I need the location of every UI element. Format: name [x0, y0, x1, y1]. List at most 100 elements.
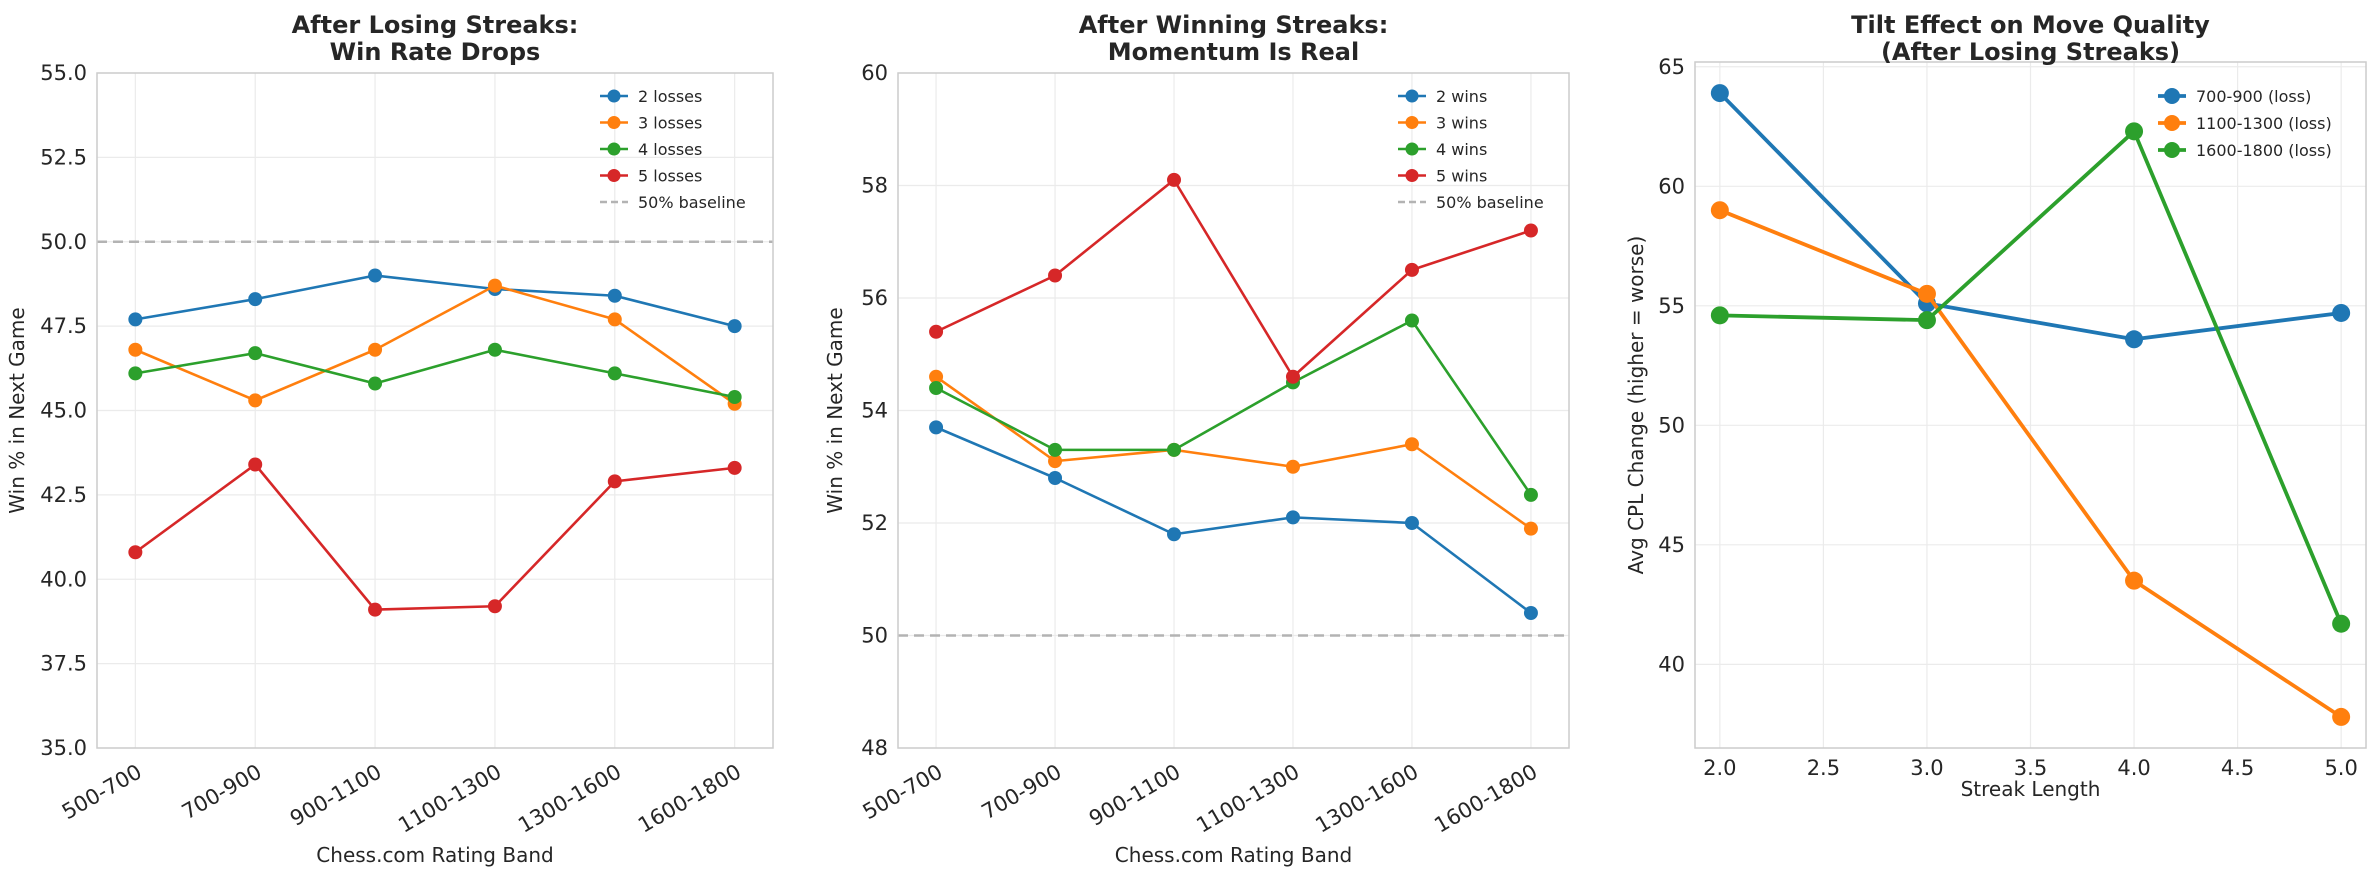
data-point [1917, 311, 1936, 330]
y-tick-label: 58 [861, 174, 888, 198]
legend: 2 losses 3 losses 4 losses 5 losses 50% base… [600, 87, 746, 212]
legend-marker [1405, 89, 1419, 103]
x-tick-label: 1600-1800 [1430, 760, 1541, 838]
data-point [1710, 306, 1729, 325]
legend-marker [2164, 142, 2180, 158]
data-point [1917, 284, 1936, 303]
legend-label: 50% baseline [1436, 193, 1544, 212]
x-tick-label: 700-900 [978, 760, 1066, 825]
y-tick-label: 60 [1658, 174, 1685, 198]
data-point [1285, 459, 1300, 474]
legend-label: 2 losses [638, 87, 702, 106]
legend-marker [1405, 116, 1419, 129]
series-line-3 [1719, 129, 2343, 625]
data-point [487, 278, 502, 293]
chart-title-line: Momentum Is Real [1108, 38, 1359, 66]
plot-frame [1694, 61, 2367, 749]
y-tick-label: 48 [861, 736, 888, 760]
plot-frame [897, 72, 1570, 749]
legend-label: 5 wins [1436, 167, 1487, 186]
y-tick-label: 54 [861, 399, 888, 423]
legend-marker [2164, 115, 2180, 131]
legend-marker [607, 142, 621, 156]
series-line-4 [134, 463, 735, 611]
legend-label: 3 wins [1436, 114, 1487, 133]
x-tick-label: 1100-1300 [394, 760, 505, 838]
y-axis-label: Win % in Next Game [5, 307, 29, 513]
y-tick-label: 42.5 [40, 483, 87, 507]
data-point [727, 319, 742, 334]
legend: 700-900 (loss) 1100-1300 (loss) 1600-1800 … [2158, 87, 2332, 160]
series-line-2 [935, 375, 1532, 530]
panel-1: 35.0 37.5 40.0 42.5 45.0 47.5 50.0 52.5 55.0 500-… [5, 11, 774, 867]
data-point [2332, 614, 2351, 633]
y-tick-label: 52 [861, 511, 888, 535]
series-line-2 [134, 284, 736, 405]
series-line-1 [1718, 91, 2342, 342]
data-point [1285, 369, 1300, 384]
x-tick-label: 3.0 [1910, 756, 1943, 780]
legend-label: 4 wins [1436, 140, 1487, 159]
legend-label: 700-900 (loss) [2196, 87, 2311, 106]
data-point [1404, 437, 1419, 452]
data-point [487, 599, 502, 614]
data-point [1523, 521, 1538, 536]
y-tick-label: 50 [861, 624, 888, 648]
data-point [929, 381, 944, 395]
data-point [1523, 223, 1538, 238]
legend-marker [607, 116, 621, 129]
data-point [1404, 262, 1419, 277]
legend: 2 wins 3 wins 4 wins 5 wins 50% baseline [1398, 87, 1544, 212]
data-point [487, 342, 502, 357]
x-tick-label: 5.0 [2324, 756, 2357, 780]
data-point [929, 369, 944, 384]
data-point [1523, 606, 1538, 620]
x-tick-label: 500-700 [859, 760, 947, 825]
series-line-1 [135, 274, 735, 328]
series-line-4 [935, 178, 1532, 379]
data-point [1048, 268, 1063, 283]
data-point [1710, 201, 1729, 220]
chart-title-line: After Winning Streaks: [1079, 11, 1389, 39]
data-point [607, 312, 622, 327]
data-point [727, 460, 742, 475]
x-tick-label: 500-700 [58, 760, 146, 825]
x-tick-label: 1100-1300 [1192, 760, 1303, 838]
y-tick-label: 52.5 [40, 145, 87, 169]
x-tick-label: 3.5 [2014, 756, 2047, 780]
y-tick-label: 50.0 [40, 230, 87, 254]
data-point [1710, 84, 1729, 103]
x-tick-label: 1300-1600 [1311, 760, 1422, 838]
data-point [128, 342, 143, 357]
y-tick-label: 45 [1658, 533, 1685, 557]
series-line-3 [935, 319, 1533, 496]
data-point [128, 545, 143, 560]
data-point [727, 390, 742, 404]
panel-3: 40 45 50 55 60 65 2.0 2.5 3.0 3.5 4.0 4.5 5.0 Tilt Ef… [1624, 11, 2367, 801]
legend-marker [1405, 169, 1419, 182]
data-point [1285, 510, 1300, 525]
data-point [1404, 516, 1419, 530]
data-point [1167, 527, 1182, 542]
y-tick-label: 50 [1658, 413, 1685, 437]
data-point [368, 602, 383, 617]
legend-label: 1100-1300 (loss) [2196, 114, 2332, 133]
x-axis-label: Chess.com Rating Band [1115, 843, 1352, 867]
y-tick-label: 56 [861, 286, 888, 310]
legend-label: 1600-1800 (loss) [2196, 141, 2332, 160]
x-tick-label: 700-900 [178, 760, 266, 825]
series-line-2 [1719, 208, 2343, 719]
data-point [2125, 571, 2144, 590]
data-point [248, 292, 263, 307]
data-point [1167, 442, 1182, 457]
data-point [368, 376, 383, 391]
series-line-1 [935, 426, 1532, 615]
data-point [607, 288, 622, 303]
x-axis-label: Streak Length [1961, 777, 2101, 801]
x-tick-label: 4.5 [2221, 756, 2254, 780]
y-tick-label: 35.0 [40, 736, 87, 760]
data-point [368, 342, 383, 357]
y-tick-label: 40.0 [40, 567, 87, 591]
legend-marker [1405, 142, 1419, 156]
x-tick-label: 1300-1600 [514, 760, 625, 838]
